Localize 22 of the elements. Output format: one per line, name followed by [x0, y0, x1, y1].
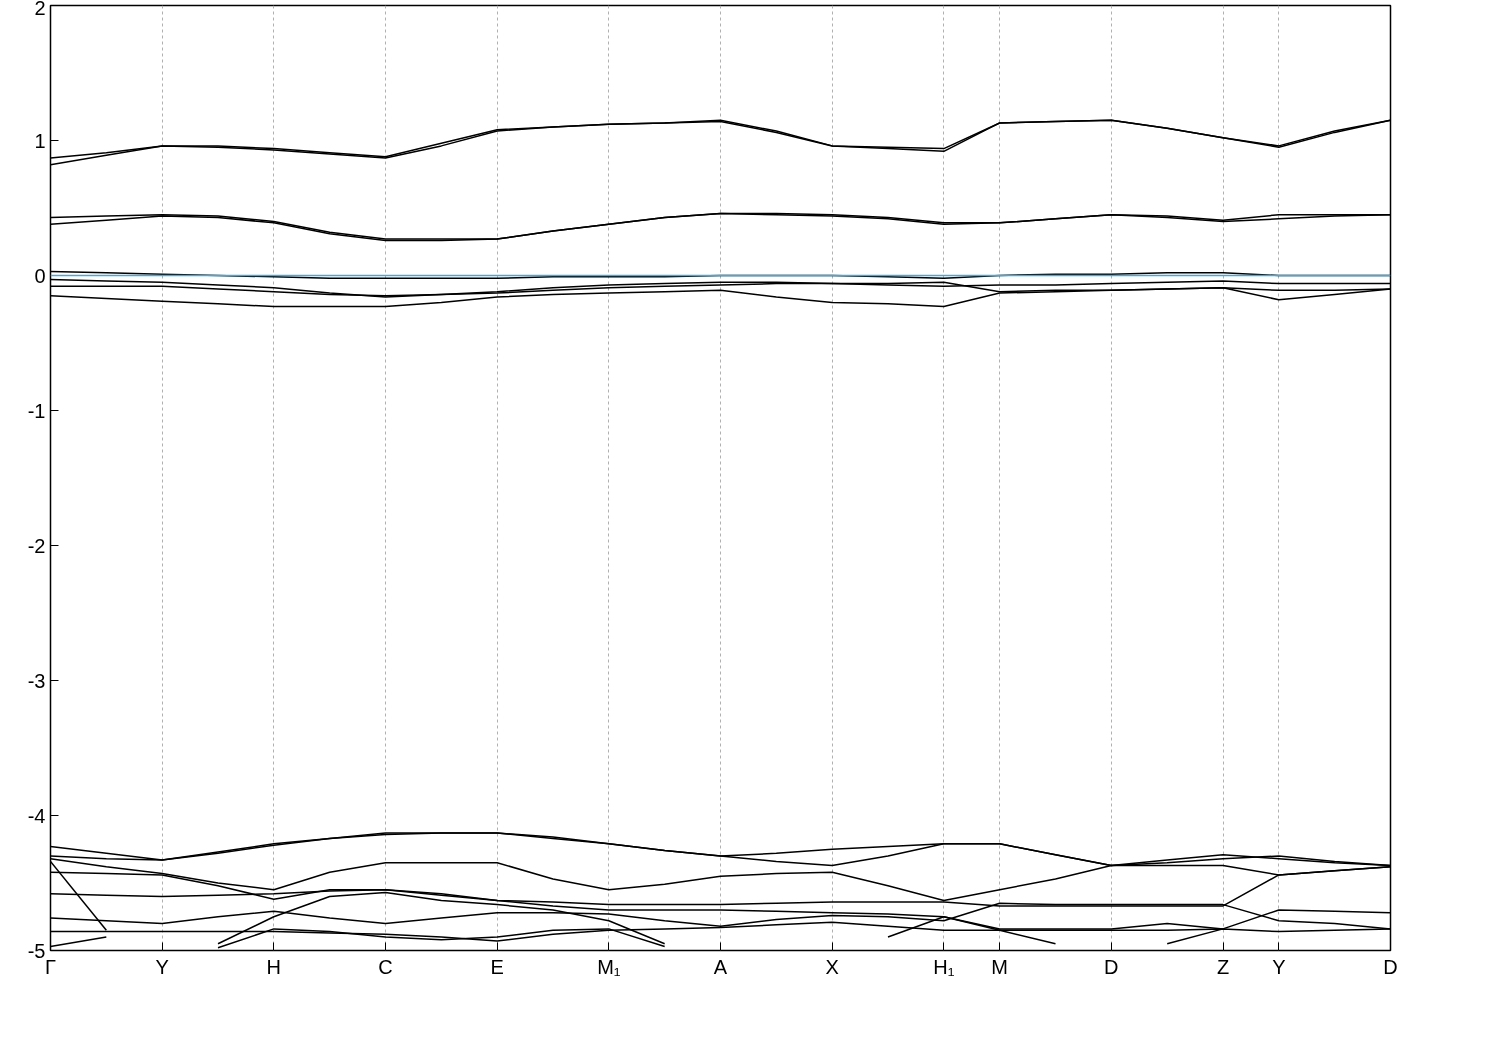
x-tick-label: Y	[1272, 955, 1286, 978]
y-tick-label: -3	[27, 669, 46, 692]
x-tick-label: M	[991, 955, 1009, 978]
x-tick-label: A	[713, 955, 728, 978]
y-tick-label: 0	[34, 264, 46, 287]
y-tick-label: -5	[27, 939, 46, 962]
x-tick-label: C	[378, 955, 393, 978]
x-tick-label: H	[266, 955, 282, 978]
y-tick-label: -2	[27, 534, 46, 557]
x-tick-label: E	[490, 955, 504, 978]
x-tick-label: D	[1383, 955, 1398, 978]
x-tick-label: Y	[155, 955, 169, 978]
x-tick-label: M₁	[597, 955, 621, 978]
y-tick-label: -4	[27, 804, 46, 827]
x-tick-label: X	[825, 955, 839, 978]
y-tick-label: 2	[34, 0, 46, 19]
x-tick-label: D	[1104, 955, 1119, 978]
x-tick-label: Z	[1216, 955, 1230, 978]
y-tick-label: -1	[27, 399, 46, 422]
x-tick-label: Γ	[44, 955, 57, 978]
y-tick-label: 1	[34, 129, 46, 152]
x-tick-label: H₁	[933, 955, 955, 978]
